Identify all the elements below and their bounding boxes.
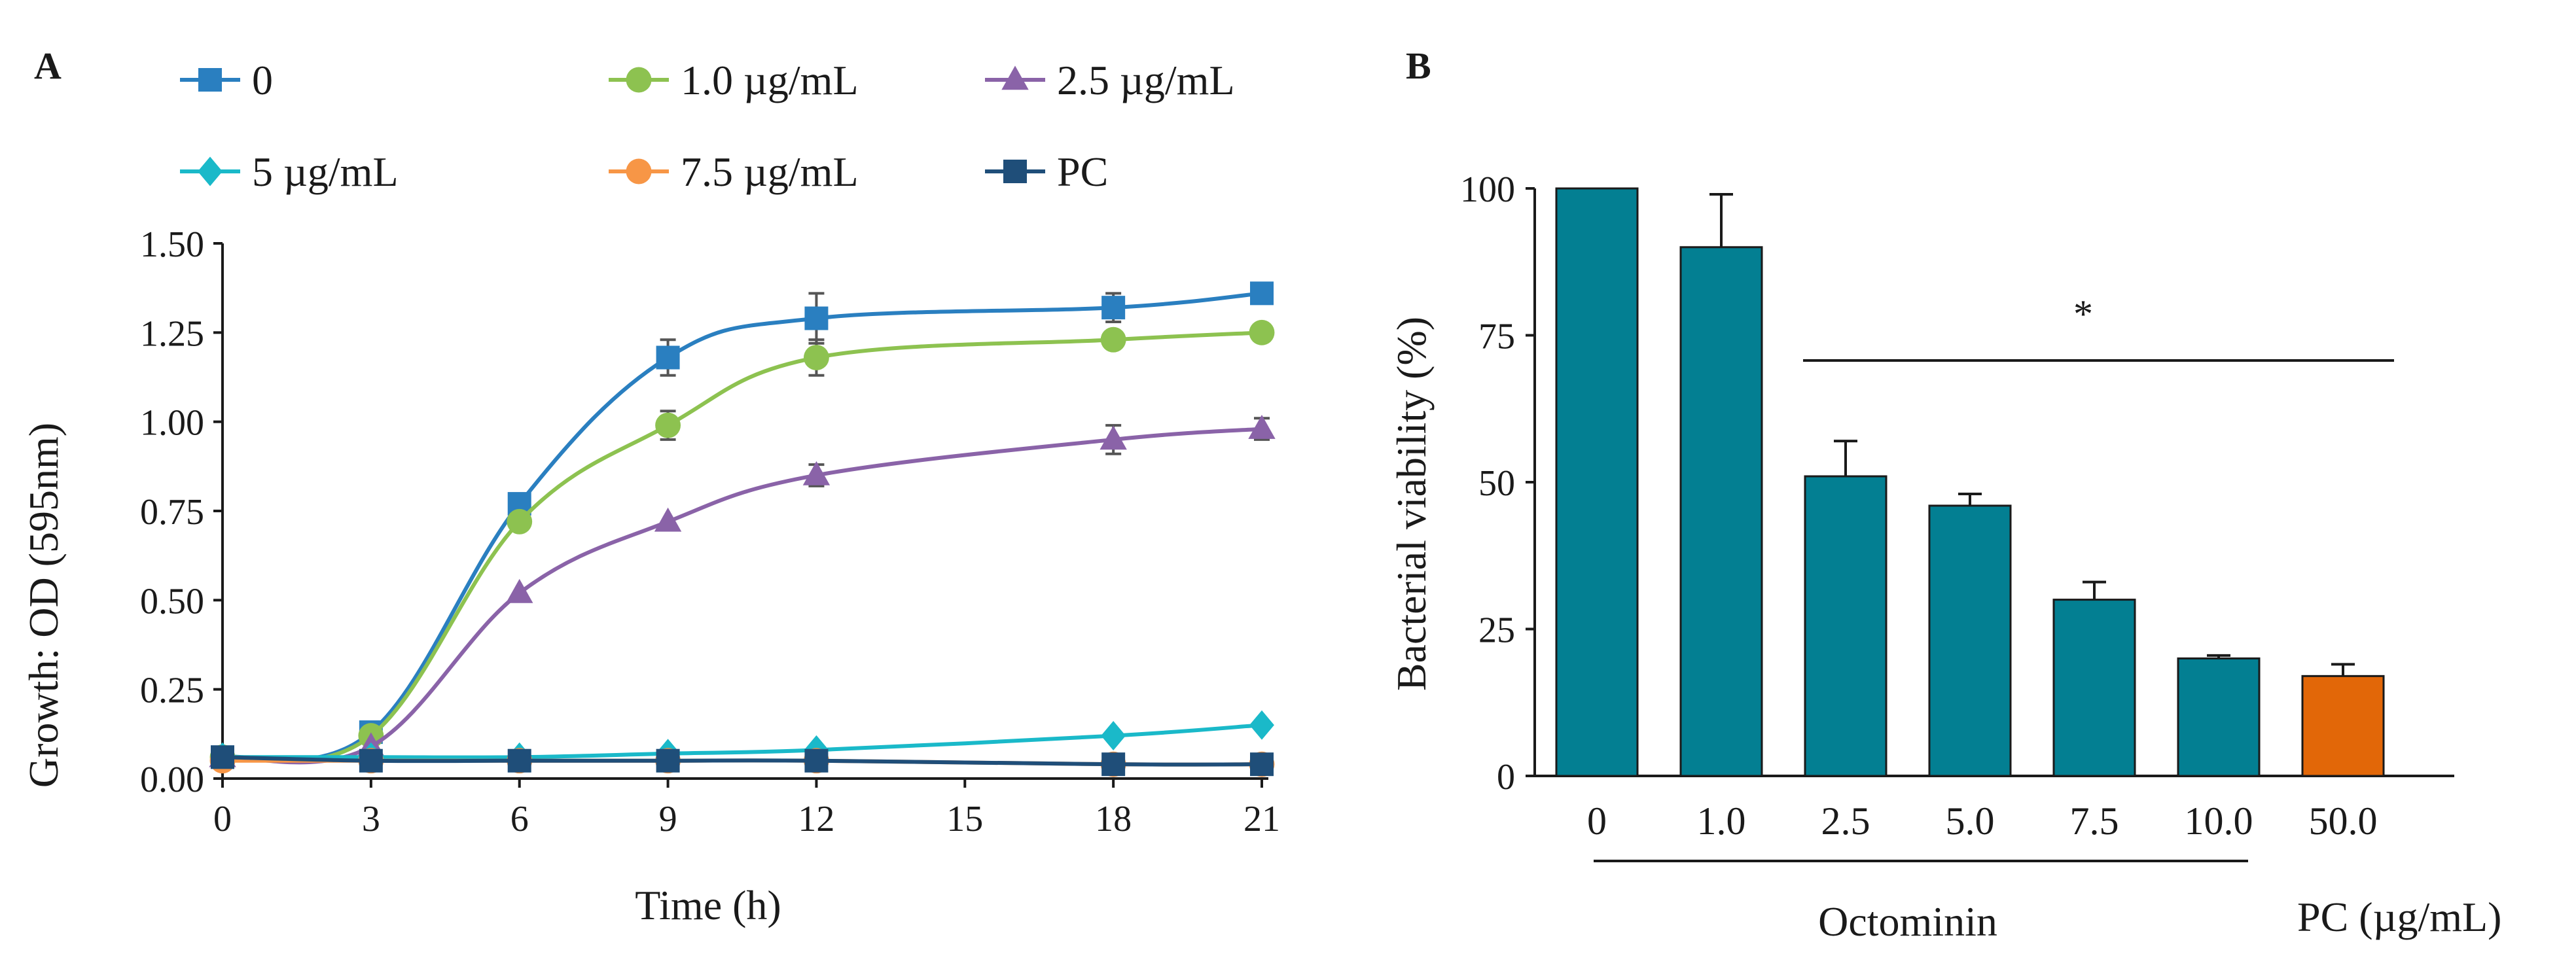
legend-marker [1003, 160, 1027, 183]
y-tick-label: 1.00 [140, 403, 204, 444]
data-point [1250, 752, 1274, 777]
data-point [656, 748, 680, 773]
x-tick-label: 7.5 [2070, 799, 2119, 843]
data-point [506, 578, 533, 603]
x-axis-label: Time (h) [635, 882, 781, 928]
x-tick-label: 6 [510, 799, 529, 839]
bar [2301, 675, 2385, 777]
data-point [1101, 296, 1126, 320]
legend-label: 5 µg/mL [252, 149, 399, 195]
data-point [507, 748, 531, 773]
y-axis-label: Growth: OD (595nm) [20, 423, 67, 788]
legend: 0 1.0 µg/mL 2.5 µg/mL 5 µg/mL 7.5 µg/mL PC [180, 57, 1235, 195]
data-point [211, 745, 234, 769]
x-tick-label: 50.0 [2309, 799, 2378, 843]
legend-item: 0 [180, 57, 273, 103]
series-line [222, 330, 1262, 763]
x-tick-label: 1.0 [1697, 799, 1746, 843]
legend-item: 1.0 µg/mL [609, 57, 859, 103]
bar [2177, 657, 2261, 777]
y-tick-label: 0.75 [140, 492, 204, 533]
data-point [1101, 752, 1126, 777]
bar [1679, 246, 1763, 777]
x-tick-label: 0 [213, 799, 232, 839]
panel-a-label: A [34, 44, 62, 87]
data-point [803, 345, 829, 370]
data-point [804, 748, 829, 773]
y-tick-label: 0 [1497, 757, 1515, 798]
y-tick-label: 0.50 [140, 581, 204, 622]
y-tick-label: 25 [1478, 610, 1515, 651]
legend-item: PC [985, 149, 1108, 195]
data-point [1249, 710, 1274, 740]
series-group [209, 281, 1276, 777]
legend-marker [1001, 65, 1029, 90]
series-line [222, 291, 1262, 762]
axes: 0.00 0.25 0.50 0.75 1.00 1.25 1.50 0 3 6 9 12 15 18 21 [140, 224, 1280, 839]
octominin-group-label: Octominin [1818, 898, 1997, 945]
series-pc [211, 745, 1274, 777]
data-point [1100, 425, 1127, 450]
x-tick-label: 0 [1587, 799, 1607, 843]
x-tick-label: 3 [362, 799, 380, 839]
data-point [1250, 281, 1274, 306]
significance-marker: * [2073, 292, 2093, 336]
series-line [222, 427, 1262, 765]
y-tick-label: 75 [1478, 317, 1515, 357]
x-tick-label: 10.0 [2185, 799, 2253, 843]
data-point [802, 461, 831, 485]
y-tick-label: 1.50 [140, 224, 204, 265]
x-tick-label: 9 [659, 799, 677, 839]
data-point [1249, 319, 1275, 345]
bar [2052, 599, 2136, 777]
legend-item: 5 µg/mL [180, 149, 399, 195]
legend-label: 0 [252, 57, 273, 103]
y-axis-label: Bacterial viability (%) [1388, 317, 1435, 691]
data-point [1101, 721, 1126, 751]
legend-marker [198, 156, 223, 186]
y-tick-label: 1.25 [140, 313, 204, 354]
legend-item: 2.5 µg/mL [985, 57, 1235, 103]
data-point [1248, 414, 1276, 439]
data-point [655, 412, 681, 438]
bar [1555, 187, 1639, 777]
y-tick-label: 0.25 [140, 671, 204, 711]
bar [1928, 504, 2012, 777]
data-point [1100, 326, 1126, 353]
bars-group: 0 1.0 2.5 5.0 7.5 10.0 50.0 [1555, 187, 2385, 843]
legend-item: 7.5 µg/mL [609, 149, 859, 195]
pc-group-label: PC (µg/mL) [2297, 894, 2501, 940]
data-point [654, 507, 682, 532]
series-0 [211, 281, 1274, 769]
legend-label: 7.5 µg/mL [681, 149, 859, 195]
series-1-0-g-ml [209, 319, 1275, 770]
legend-label: 2.5 µg/mL [1057, 57, 1235, 103]
x-tick-label: 5.0 [1946, 799, 1995, 843]
data-point [359, 748, 383, 773]
legend-label: 1.0 µg/mL [681, 57, 859, 103]
panel-b-label: B [1406, 44, 1431, 87]
data-point [804, 306, 829, 330]
x-tick-label: 18 [1095, 799, 1132, 839]
data-point [507, 508, 533, 535]
growth-line-chart: 0 1.0 µg/mL 2.5 µg/mL 5 µg/mL 7.5 µg/mL PC 0.… [20, 57, 1280, 928]
legend-marker [626, 158, 652, 184]
bar [1804, 475, 1887, 777]
x-tick-label: 2.5 [1821, 799, 1870, 843]
series-2-5-g-ml [209, 414, 1276, 767]
y-tick-label: 0.00 [140, 760, 204, 800]
legend-marker [198, 68, 222, 92]
viability-bar-chart: 0 25 50 75 100 0 1.0 2.5 5.0 7.5 10.0 50.0 Bacteri… [1388, 169, 2501, 945]
x-tick-label: 21 [1243, 799, 1280, 839]
data-point [656, 345, 680, 370]
x-tick-label: 12 [798, 799, 834, 839]
legend-marker [626, 67, 652, 93]
y-tick-label: 50 [1478, 463, 1515, 504]
legend-label: PC [1057, 149, 1108, 195]
y-tick-label: 100 [1460, 169, 1515, 210]
x-tick-label: 15 [946, 799, 983, 839]
